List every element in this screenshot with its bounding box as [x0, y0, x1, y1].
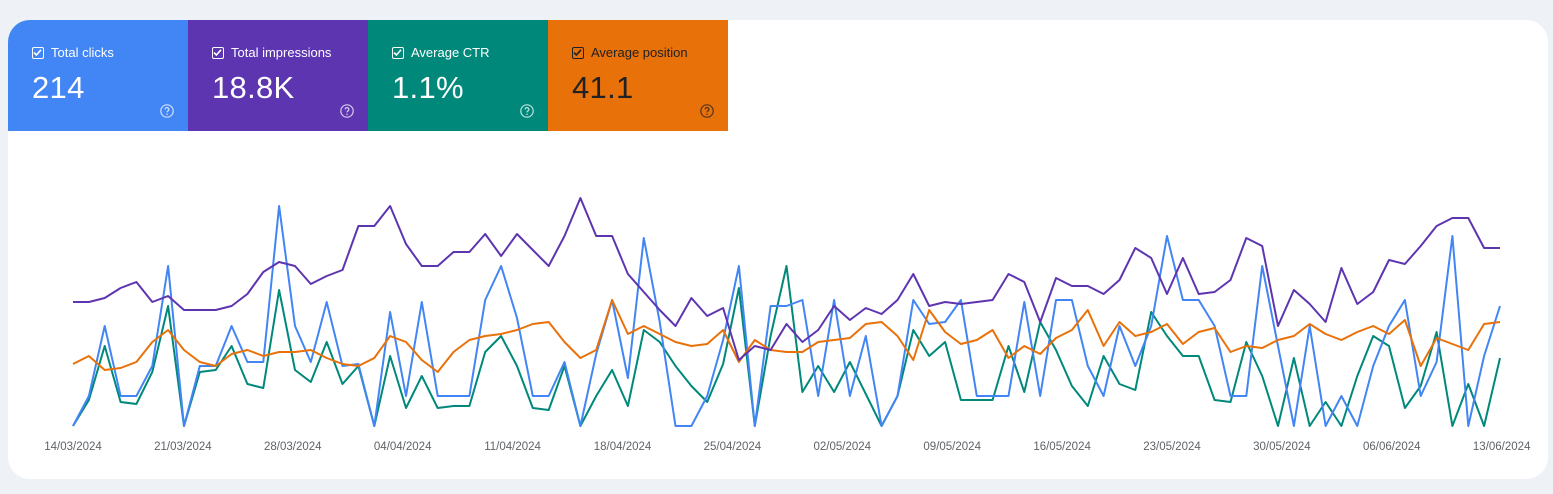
performance-card: Total clicks 214 Total impressions 18.8K… — [8, 20, 1548, 479]
x-tick-label: 14/03/2024 — [44, 441, 102, 453]
metric-value: 1.1% — [392, 70, 464, 105]
metric-tab-total-impressions[interactable]: Total impressions 18.8K — [188, 20, 368, 131]
metric-label: Total clicks — [51, 45, 114, 60]
metric-value: 18.8K — [212, 70, 295, 105]
x-tick-label: 18/04/2024 — [594, 441, 652, 453]
help-icon[interactable] — [520, 104, 534, 118]
help-icon[interactable] — [340, 104, 354, 118]
series-line-average-ctr — [72, 265, 1501, 427]
help-icon[interactable] — [700, 104, 714, 118]
x-tick-label: 30/05/2024 — [1253, 441, 1311, 453]
x-tick-label: 09/05/2024 — [923, 441, 981, 453]
x-tick-label: 02/05/2024 — [814, 441, 872, 453]
x-tick-label: 25/04/2024 — [704, 441, 762, 453]
checkbox-icon[interactable] — [32, 46, 44, 59]
x-tick-label: 04/04/2024 — [374, 441, 432, 453]
series-line-total-impressions — [73, 197, 1500, 361]
metric-label: Average position — [591, 45, 688, 60]
metric-value: 41.1 — [572, 70, 634, 105]
x-tick-label: 11/04/2024 — [484, 441, 541, 453]
series-line-average-position — [72, 299, 1501, 373]
x-tick-label: 28/03/2024 — [264, 441, 322, 453]
x-tick-label: 13/06/2024 — [1473, 441, 1531, 453]
checkbox-icon[interactable] — [572, 46, 584, 59]
metric-label: Total impressions — [231, 45, 332, 60]
performance-line-chart: 14/03/2024 21/03/2024 28/03/2024 04/04/2024… — [44, 197, 1531, 453]
metric-tab-average-ctr[interactable]: Average CTR 1.1% — [368, 20, 548, 131]
x-axis-ticks: 14/03/2024 21/03/2024 28/03/2024 04/04/2024… — [44, 441, 1531, 453]
metric-tab-average-position[interactable]: Average position 41.1 — [548, 20, 728, 131]
metric-value: 214 — [32, 70, 85, 105]
metric-tab-total-clicks[interactable]: Total clicks 214 — [8, 20, 188, 131]
series-line-total-clicks — [72, 205, 1501, 427]
checkbox-icon[interactable] — [392, 46, 404, 59]
metric-tabs: Total clicks 214 Total impressions 18.8K… — [8, 20, 728, 131]
metric-label: Average CTR — [411, 45, 490, 60]
help-icon[interactable] — [160, 104, 174, 118]
x-tick-label: 21/03/2024 — [154, 441, 212, 453]
x-tick-label: 16/05/2024 — [1033, 441, 1091, 453]
series-layer — [72, 197, 1501, 427]
checkbox-icon[interactable] — [212, 46, 224, 59]
x-tick-label: 23/05/2024 — [1143, 441, 1201, 453]
x-tick-label: 06/06/2024 — [1363, 441, 1421, 453]
